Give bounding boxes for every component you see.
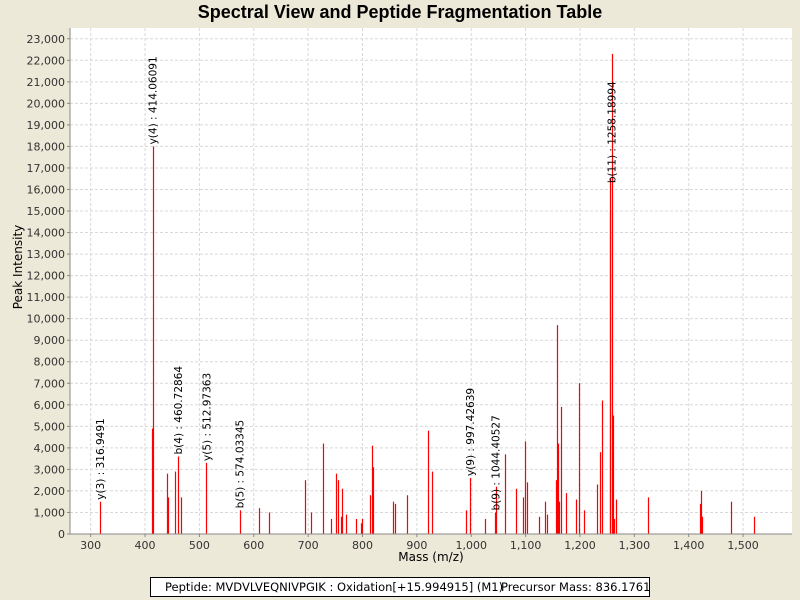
y-tick-label: 3,000 xyxy=(34,463,66,476)
x-tick-label: 400 xyxy=(135,539,156,552)
y-tick-label: 18,000 xyxy=(27,140,66,153)
x-axis-label: Mass (m/z) xyxy=(398,550,463,564)
y-tick-label: 7,000 xyxy=(34,377,66,390)
peak-annotation-label: y(5) : 512.97363 xyxy=(201,373,213,461)
x-tick-label: 500 xyxy=(189,539,210,552)
y-tick-label: 20,000 xyxy=(27,97,66,110)
y-tick-label: 4,000 xyxy=(34,442,66,455)
y-tick-label: 6,000 xyxy=(34,399,66,412)
x-tick-label: 1,500 xyxy=(727,539,759,552)
grid-lines xyxy=(70,28,792,534)
peak-annotation-label: b(5) : 574.03345 xyxy=(235,420,247,509)
y-tick-label: 1,000 xyxy=(34,506,66,519)
peak-series xyxy=(99,53,756,534)
peak-annotation-label: b(9) : 1044.40527 xyxy=(490,415,502,510)
peak-annotation-label: b(11) : 1258.18994 xyxy=(607,81,619,183)
chart-title: Spectral View and Peptide Fragmentation … xyxy=(197,2,603,22)
y-tick-label: 22,000 xyxy=(27,54,66,67)
y-tick-label: 12,000 xyxy=(27,270,66,283)
y-tick-label: 5,000 xyxy=(34,420,66,433)
axes xyxy=(69,28,792,535)
x-tick-label: 600 xyxy=(243,539,264,552)
y-tick-label: 2,000 xyxy=(34,485,66,498)
x-tick-label: 700 xyxy=(298,539,319,552)
y-tick-label: 21,000 xyxy=(27,76,66,89)
x-tick-label: 1,300 xyxy=(619,539,651,552)
peak-annotation-label: b(4) : 460.72864 xyxy=(173,366,185,455)
x-tick-label: 1,000 xyxy=(455,539,487,552)
y-tick-label: 19,000 xyxy=(27,119,66,132)
x-axis-ticks: 300 400 500 600 700 800 900 1,000 1,100 1,200 1,30… xyxy=(80,534,759,552)
peptide-sequence-text: Peptide: MVDVLVEQNIVPGIK : Oxidation[+15… xyxy=(165,580,504,594)
peak-annotation-label: y(3) : 316.9491 xyxy=(95,418,107,499)
y-tick-label: 8,000 xyxy=(34,356,66,369)
y-axis-label: Peak Intensity xyxy=(11,225,25,310)
y-tick-label: 11,000 xyxy=(27,291,66,304)
peak-annotation-label: y(9) : 997.42639 xyxy=(465,388,477,476)
y-tick-label: 15,000 xyxy=(27,205,66,218)
y-tick-label: 16,000 xyxy=(27,183,66,196)
precursor-mass-text: Precursor Mass: 836.1761 xyxy=(501,580,651,594)
y-tick-label: 14,000 xyxy=(27,227,66,240)
x-tick-label: 900 xyxy=(406,539,427,552)
x-tick-label: 1,400 xyxy=(673,539,705,552)
y-axis-ticks: 0 1,000 2,000 3,000 4,000 5,000 6,000 7,000 8,00… xyxy=(27,33,70,541)
x-tick-label: 1,100 xyxy=(510,539,542,552)
y-tick-label: 0 xyxy=(58,528,65,541)
x-tick-label: 800 xyxy=(352,539,373,552)
peak-annotations: y(3) : 316.9491 y(4) : 414.06091 b(4) : 46… xyxy=(95,56,619,510)
spectrum-chart: y(3) : 316.9491 y(4) : 414.06091 b(4) : 46… xyxy=(11,28,792,564)
peptide-info-box: Peptide: MVDVLVEQNIVPGIK : Oxidation[+15… xyxy=(150,577,650,597)
plot-area xyxy=(70,28,792,534)
y-tick-label: 17,000 xyxy=(27,162,66,175)
y-tick-label: 10,000 xyxy=(27,313,66,326)
x-tick-label: 1,200 xyxy=(564,539,596,552)
x-tick-label: 300 xyxy=(80,539,101,552)
y-tick-label: 13,000 xyxy=(27,248,66,261)
y-tick-label: 23,000 xyxy=(27,33,66,46)
peak-annotation-label: y(4) : 414.06091 xyxy=(148,56,160,144)
y-tick-label: 9,000 xyxy=(34,334,66,347)
